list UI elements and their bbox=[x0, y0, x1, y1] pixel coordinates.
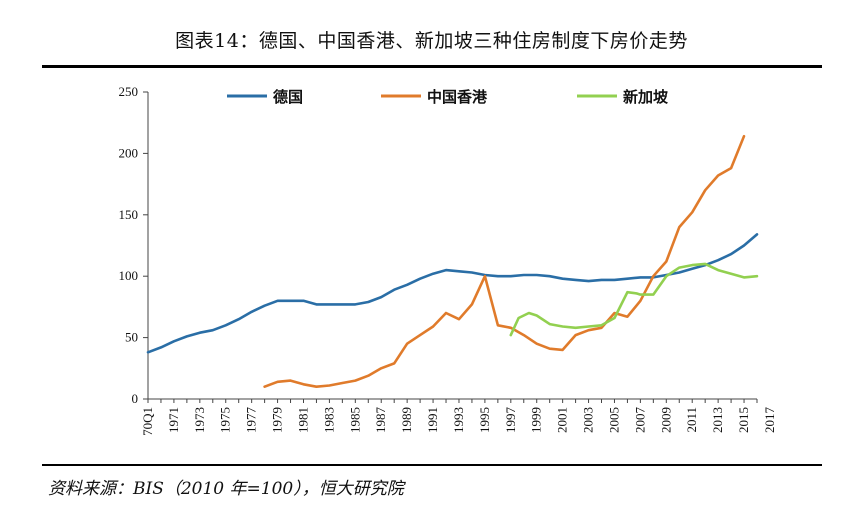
legend-label-0: 德国 bbox=[273, 88, 303, 106]
x-tick-label: 2017 bbox=[762, 407, 777, 434]
x-tick-label: 2015 bbox=[736, 407, 751, 433]
x-tick-label: 2005 bbox=[606, 407, 621, 433]
top-rule bbox=[42, 65, 822, 68]
x-tick-label: 1971 bbox=[166, 407, 181, 433]
legend-label-2: 新加坡 bbox=[623, 88, 668, 106]
x-tick-label: 2011 bbox=[684, 407, 699, 433]
x-tick-label: 2009 bbox=[658, 407, 673, 433]
x-tick-label: 1983 bbox=[321, 407, 336, 433]
series-line-2 bbox=[509, 262, 759, 337]
legend-label-1: 中国香港 bbox=[427, 88, 488, 106]
chart-title: 图表14：德国、中国香港、新加坡三种住房制度下房价走势 bbox=[175, 30, 688, 52]
x-tick-label: 2003 bbox=[581, 407, 596, 433]
bottom-rule bbox=[42, 464, 822, 466]
x-tick-label: 1975 bbox=[218, 407, 233, 433]
x-tick-label: 1989 bbox=[399, 407, 414, 433]
x-tick-label: 1991 bbox=[425, 407, 440, 433]
x-tick-label: 1995 bbox=[477, 407, 492, 433]
y-tick-label: 150 bbox=[119, 207, 139, 222]
y-tick-label: 0 bbox=[132, 391, 139, 406]
x-tick-label: 2013 bbox=[710, 407, 725, 433]
x-tick-label: 1985 bbox=[347, 407, 362, 433]
x-tick-label: 1977 bbox=[244, 407, 259, 434]
x-tick-label: 2007 bbox=[632, 407, 647, 434]
series-line-0 bbox=[146, 233, 759, 354]
x-tick-label: 70Q1 bbox=[140, 407, 155, 436]
x-tick-label: 2001 bbox=[555, 407, 570, 433]
x-tick-label: 1979 bbox=[270, 407, 285, 433]
y-tick-label: 100 bbox=[119, 268, 139, 283]
y-tick-label: 250 bbox=[119, 84, 139, 99]
line-chart: 0 50 100 150 200 250 70Q1 1971 1973 1975 1977 1979 1… bbox=[119, 84, 777, 436]
series-line-1 bbox=[263, 134, 746, 388]
x-tick-label: 1999 bbox=[529, 407, 544, 433]
y-tick-label: 50 bbox=[125, 330, 138, 345]
x-tick-label: 1997 bbox=[503, 407, 518, 434]
source-note: 资料来源：BIS（2010 年=100），恒大研究院 bbox=[48, 479, 404, 499]
x-tick-label: 1981 bbox=[295, 407, 310, 433]
x-tick-label: 1993 bbox=[451, 407, 466, 433]
y-tick-label: 200 bbox=[119, 145, 139, 160]
x-tick-label: 1973 bbox=[192, 407, 207, 433]
x-tick-label: 1987 bbox=[373, 407, 388, 434]
